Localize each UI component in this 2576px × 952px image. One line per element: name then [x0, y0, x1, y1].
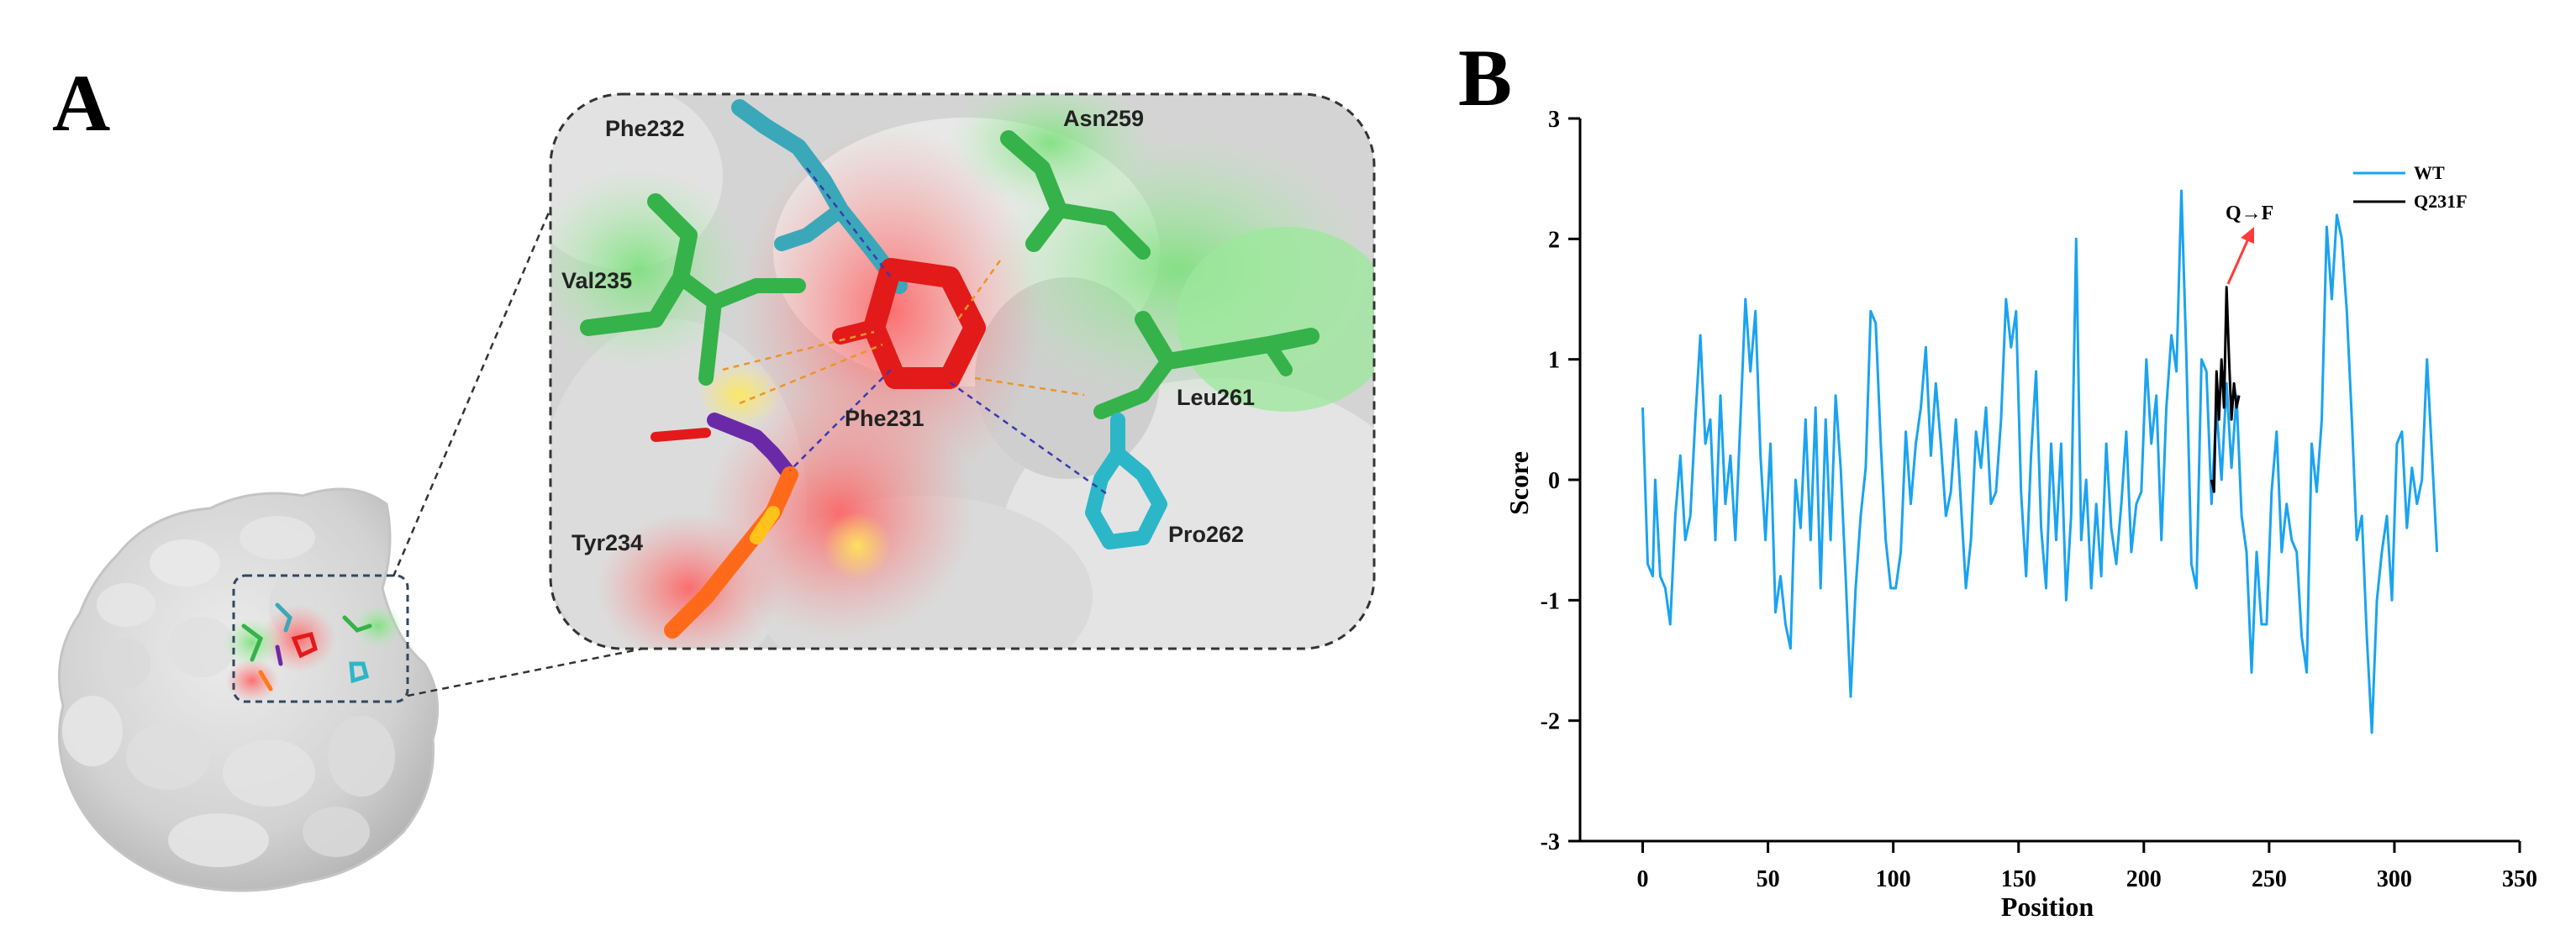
protein-surface-overview — [58, 487, 440, 892]
mutation-annotation-text: Q→F — [2226, 202, 2273, 224]
selection-box — [232, 574, 409, 703]
mutation-arrow-head — [2241, 227, 2254, 244]
x-axis-ticks: 0 50 100 150 200 250 300 350 — [1637, 841, 2537, 892]
mutation-annotation: Q→F — [2226, 202, 2273, 285]
panel-a: A — [52, 58, 1376, 892]
x-axis-title: Position — [2001, 892, 2094, 922]
zoom-frame — [549, 92, 1376, 650]
score-chart: -3 -2 -1 0 1 2 3 0 50 100 150 200 250 300 350 Score P… — [1504, 107, 2537, 922]
series-line-q231f — [2210, 286, 2241, 493]
series-line-wt — [1641, 189, 2439, 734]
x-tick-label: 0 — [1637, 866, 1649, 892]
legend: WT Q231F — [2353, 162, 2468, 212]
y-tick-label: 3 — [1548, 107, 1560, 133]
residue-label-pro262: Pro262 — [1168, 522, 1244, 547]
residue-label-leu261: Leu261 — [1177, 385, 1255, 410]
y-tick-label: 1 — [1548, 348, 1560, 374]
residue-label-asn259: Asn259 — [1063, 106, 1144, 131]
zoom-connector-bottom — [407, 645, 652, 697]
x-tick-label: 300 — [2377, 866, 2412, 892]
y-tick-label: -2 — [1541, 709, 1560, 735]
panel-b-letter: B — [1458, 33, 1512, 123]
residue-label-val235: Val235 — [561, 268, 632, 293]
legend-label-q231f: Q231F — [2414, 191, 2468, 212]
y-tick-label: -1 — [1541, 588, 1560, 614]
residue-label-phe232: Phe232 — [605, 116, 685, 141]
residue-label-phe231: Phe231 — [845, 406, 925, 431]
legend-label-wt: WT — [2414, 162, 2445, 183]
y-axis-title: Score — [1504, 451, 1534, 515]
x-tick-label: 350 — [2502, 866, 2537, 892]
x-tick-label: 250 — [2252, 866, 2287, 892]
x-tick-label: 200 — [2126, 866, 2162, 892]
y-axis-ticks: -3 -2 -1 0 1 2 3 — [1541, 107, 1580, 855]
series-layer — [1641, 189, 2439, 734]
y-tick-label: -3 — [1541, 829, 1560, 855]
mutation-arrow — [2226, 236, 2251, 285]
residue-label-tyr234: Tyr234 — [572, 530, 643, 555]
panel-a-letter: A — [52, 58, 110, 148]
x-tick-label: 150 — [2001, 866, 2036, 892]
y-tick-label: 2 — [1548, 227, 1560, 253]
panel-b: B -3 -2 -1 0 1 2 3 0 50 100 150 200 250 300 350 Score… — [1458, 33, 2537, 922]
x-tick-label: 100 — [1876, 866, 1911, 892]
y-tick-label: 0 — [1548, 468, 1560, 494]
binding-pocket-zoom: Phe232 Asn259 Val235 Phe231 Leu261 Tyr23… — [549, 92, 1376, 650]
x-tick-label: 50 — [1757, 866, 1780, 892]
